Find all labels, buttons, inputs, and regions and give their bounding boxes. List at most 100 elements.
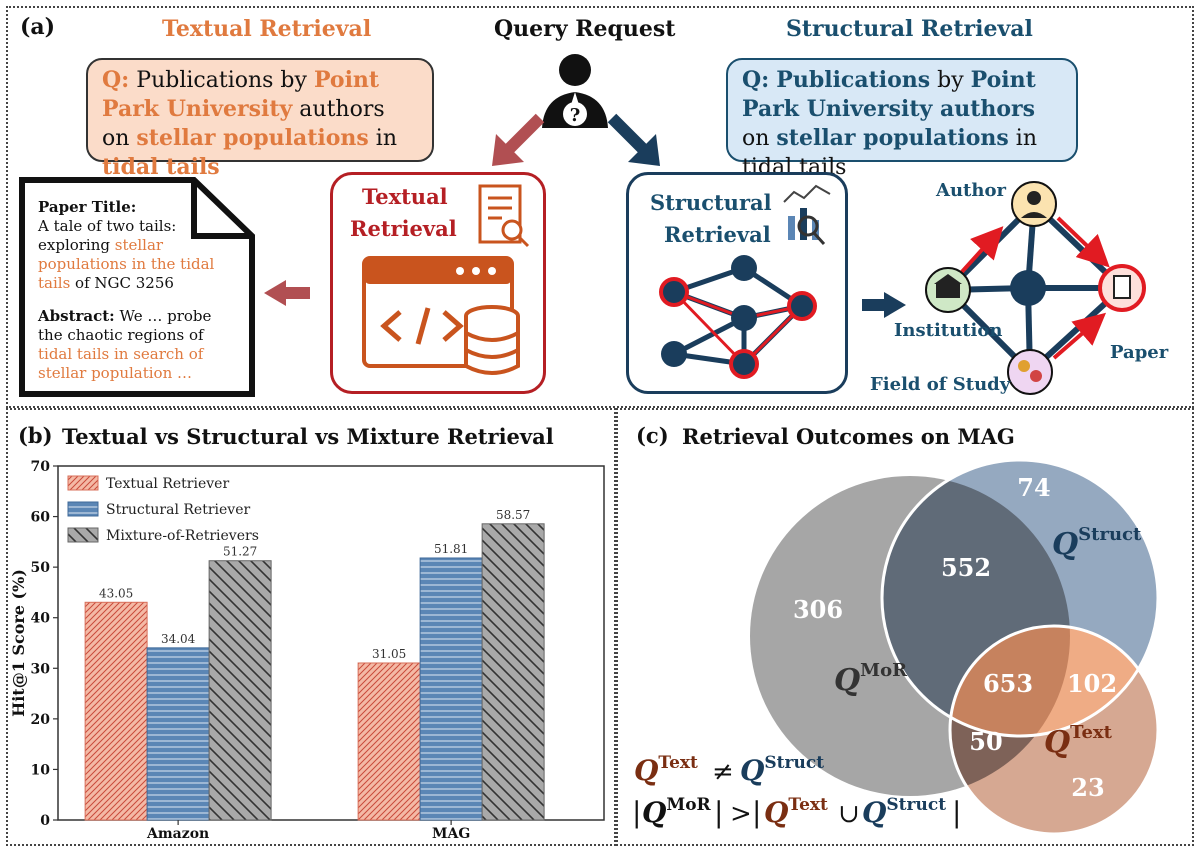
query-text-segment: Q: [102, 67, 130, 93]
x-tick-label: MAG [432, 826, 470, 842]
query-text-segment: on [742, 97, 1043, 151]
bar-value-label: 58.57 [496, 508, 530, 522]
svg-text:≠: ≠ [712, 757, 734, 787]
document-search-icon [478, 184, 530, 248]
query-text-segment: Q: [742, 67, 770, 93]
textual-query-box: Q: Publications by Point Park University… [86, 58, 434, 180]
svg-text:QStruct: QStruct [740, 753, 824, 787]
y-axis-label: Hit@1 Score (%) [9, 569, 28, 717]
panel-b-title: Textual vs Structural vs Mixture Retriev… [62, 424, 554, 449]
query-text-segment: tidal tails [102, 154, 220, 180]
svg-text:|: | [952, 796, 961, 829]
bar [84, 601, 148, 821]
analytics-chart-icon [783, 184, 831, 246]
bar-chart: 0 10 20 30 40 50 60 70 Hit@1 Score (%) 43.05 34.04… [9, 459, 605, 842]
bar-value-label: 51.27 [223, 545, 257, 559]
venn-count-mor-struct: 552 [941, 553, 991, 582]
chart-plot-frame [57, 465, 605, 821]
legend-swatch [67, 475, 99, 491]
graph-label-paper: Paper [1110, 342, 1169, 363]
venn-count-struct-only: 74 [1017, 473, 1050, 502]
paper-title-segment: of NGC 3256 [70, 274, 174, 292]
panel-b [6, 408, 616, 846]
user-question-icon: ? [542, 54, 608, 128]
paper-title-text: A tale of two tails: exploring stellar p… [38, 217, 218, 293]
y-tick-label: 60 [31, 510, 51, 526]
bar-value-label: 51.81 [434, 542, 468, 556]
paper-document-icon [19, 177, 255, 397]
legend-label: Mixture-of-Retrievers [106, 528, 259, 544]
graph-label-author: Author [936, 180, 1006, 201]
legend-label: Textual Retriever [106, 476, 229, 492]
svg-text:QText: QText [764, 795, 828, 829]
venn-label-text: QText [1044, 722, 1113, 760]
structural-query-box: Q: Publications by Point Park University… [726, 58, 1078, 180]
bar [357, 662, 421, 821]
abstract-label: Abstract: [38, 307, 115, 325]
abstract-segment: We … probe the chaotic regions of [38, 307, 212, 344]
legend-swatch [67, 527, 99, 543]
venn-label-mor: QMoR [834, 660, 908, 698]
graph-label-institution: Institution [894, 320, 1003, 341]
paper-document-text: Paper Title: A tale of two tails: explori… [38, 198, 218, 383]
svg-text:>: > [730, 799, 752, 829]
bar [419, 557, 483, 821]
venn-label-struct: QStruct [1052, 524, 1142, 562]
legend-label: Structural Retriever [106, 502, 250, 518]
structural-retrieval-box [626, 172, 848, 394]
venn-count-text-only: 23 [1071, 773, 1104, 802]
y-tick-label: 70 [31, 459, 51, 475]
venn-count-mor-only: 306 [793, 595, 843, 624]
panel-a [6, 6, 1194, 408]
textual-retrieval-box [330, 172, 546, 394]
textual-box-label-2: Retrieval [350, 216, 457, 241]
bar [208, 560, 272, 821]
bar-value-label: 34.04 [161, 632, 196, 646]
panel-c-label: (c) [636, 423, 669, 448]
knowledge-graph [925, 181, 1146, 395]
structural-box-label-2: Retrieval [664, 222, 771, 247]
y-tick-label: 50 [31, 560, 51, 576]
venn-count-mor-text: 50 [969, 727, 1002, 756]
paper-title-label: Paper Title: [38, 198, 137, 216]
query-text-segment: Point Park University [102, 67, 387, 122]
abstract-segment: tidal tails in search of stellar populat… [38, 345, 204, 382]
query-text-segment: in [368, 126, 405, 151]
query-text-segment: Publications by [129, 68, 314, 93]
structural-box-label-1: Structural [650, 190, 772, 215]
bar-value-label: 43.05 [99, 586, 133, 600]
arrow-to-document-icon [264, 280, 310, 306]
x-tick-label: Amazon [146, 826, 209, 842]
svg-text:|: | [632, 796, 641, 829]
query-text-segment: stellar populations [136, 125, 369, 151]
arrow-to-graph-icon [862, 292, 906, 318]
panel-c-title: Retrieval Outcomes on MAG [682, 424, 1015, 449]
arrow-to-structural-icon [607, 113, 660, 166]
textual-box-label-1: Textual [362, 184, 448, 209]
bar-value-label: 31.05 [372, 647, 406, 661]
query-request-heading: Query Request [494, 16, 676, 42]
y-tick-label: 0 [40, 813, 50, 829]
abstract-text: Abstract: We … probe the chaotic regions… [38, 307, 218, 383]
svg-text:|: | [752, 796, 761, 829]
graph-label-field: Field of Study [870, 374, 1011, 395]
paper-title-segment: stellar populations in the tidal tails [38, 236, 215, 292]
svg-text:QStruct: QStruct [862, 795, 946, 829]
venn-diagram: 306 552 74 653 102 50 23 QMoR QStruct QT… [632, 458, 1160, 836]
textual-retrieval-heading: Textual Retrieval [162, 16, 372, 42]
svg-text:∪: ∪ [838, 799, 860, 829]
panel-a-label: (a) [20, 14, 56, 40]
svg-text:|: | [714, 796, 723, 829]
arrow-to-textual-icon [492, 113, 545, 166]
venn-count-all-three: 653 [983, 669, 1033, 698]
structural-retrieval-heading: Structural Retrieval [786, 16, 1033, 42]
query-text-segment: Publications [776, 67, 931, 93]
panel-b-label: (b) [18, 423, 53, 448]
svg-text:QMoR: QMoR [642, 795, 712, 829]
code-database-icon [362, 256, 520, 375]
svg-text:QText: QText [634, 753, 698, 787]
legend-swatch [67, 501, 99, 517]
structural-graph-icon [659, 255, 817, 379]
y-tick-label: 20 [31, 712, 51, 728]
query-text-segment: authors on [102, 97, 392, 151]
